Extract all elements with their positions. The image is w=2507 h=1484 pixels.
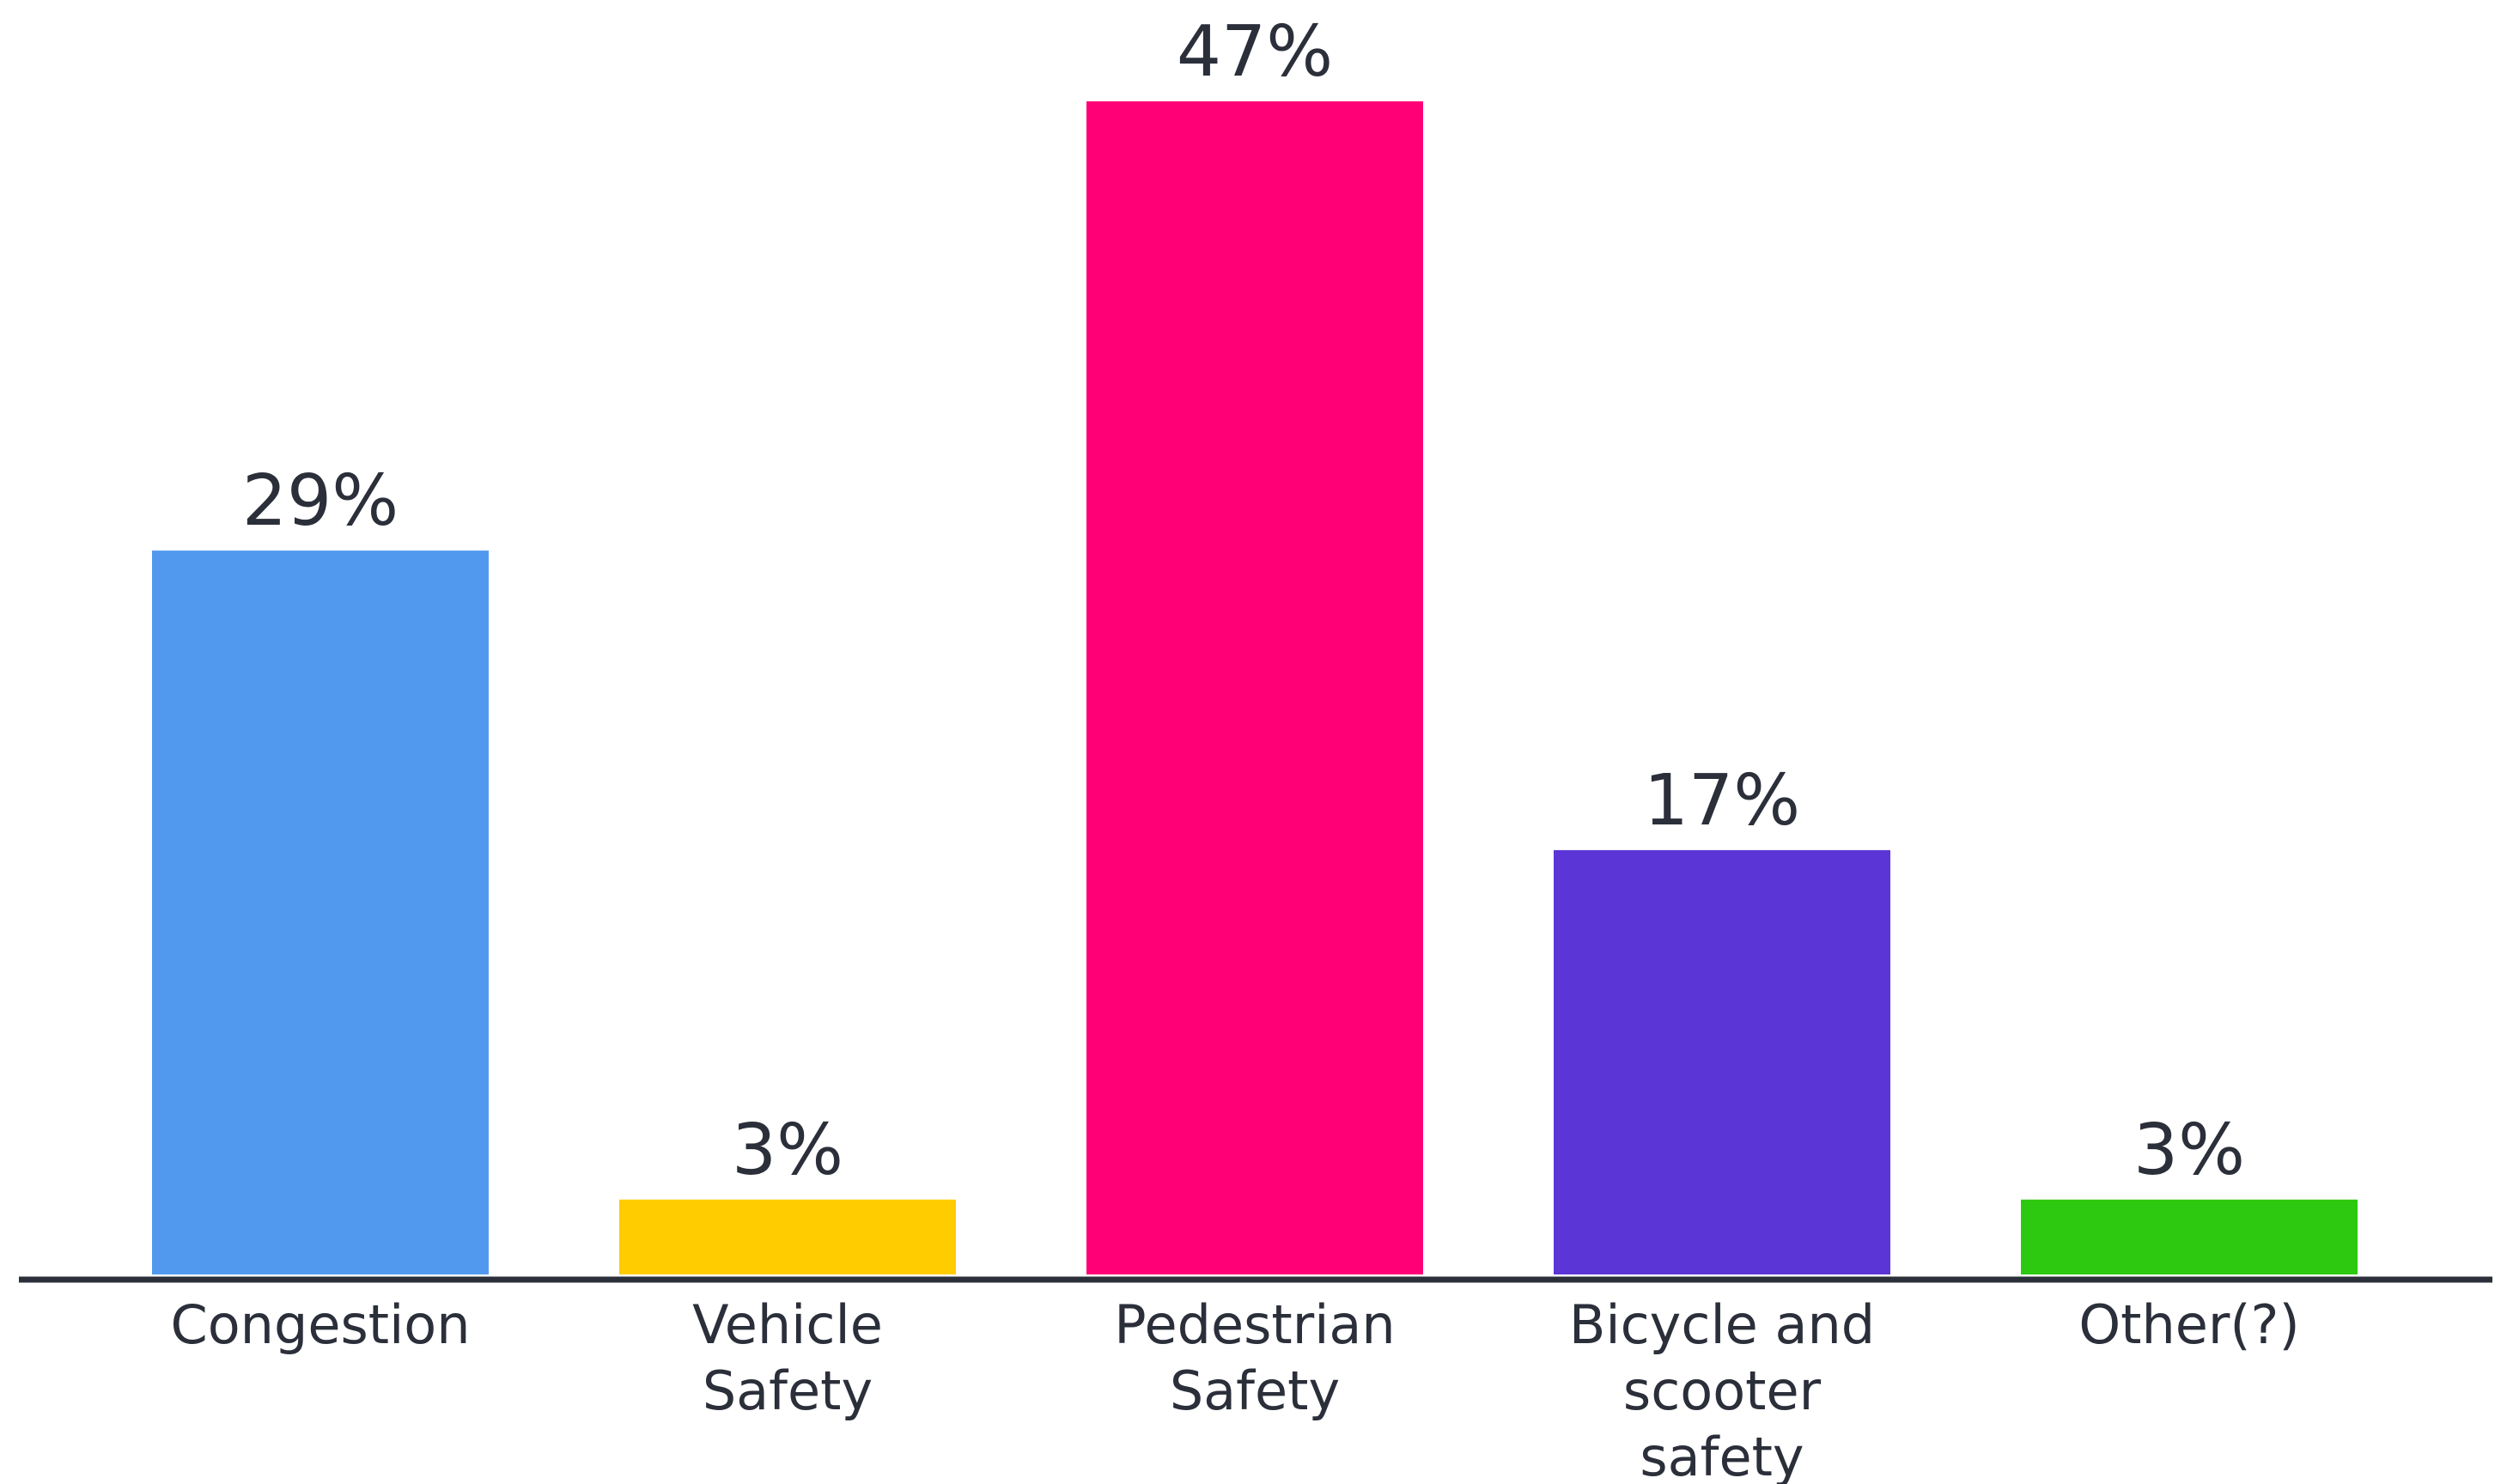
value-labels-layer: 29% 3% 47% 17% 3% [242,11,2245,1191]
tick-label-1-line-1: Safety [703,1359,873,1422]
tick-label-3-line-2: safety [1640,1426,1804,1484]
data-label-0: 29% [242,460,399,542]
bar-4 [2021,1199,2358,1274]
bar-0 [152,550,489,1274]
tick-label-4-line-0: Other(?) [2078,1293,2299,1356]
data-label-2: 47% [1177,11,1333,93]
bar-2 [1086,101,1423,1274]
tick-label-2-line-1: Safety [1170,1359,1340,1422]
tick-label-2-line-0: Pedestrian [1114,1293,1395,1356]
tick-label-1-line-0: Vehicle [692,1293,883,1356]
tick-label-0-line-0: Congestion [170,1293,470,1356]
bar-1 [619,1199,956,1274]
data-label-1: 3% [732,1110,843,1191]
bars-layer [152,101,2358,1274]
data-label-4: 3% [2133,1110,2245,1191]
data-label-3: 17% [1644,760,1800,842]
tick-label-3-line-1: scooter [1623,1359,1822,1422]
x-tick-labels: Congestion VehicleSafetyPedestrianSafetyB… [170,1293,2299,1484]
tick-label-3-line-0: Bicycle and [1569,1293,1875,1356]
bar-3 [1554,849,1890,1274]
